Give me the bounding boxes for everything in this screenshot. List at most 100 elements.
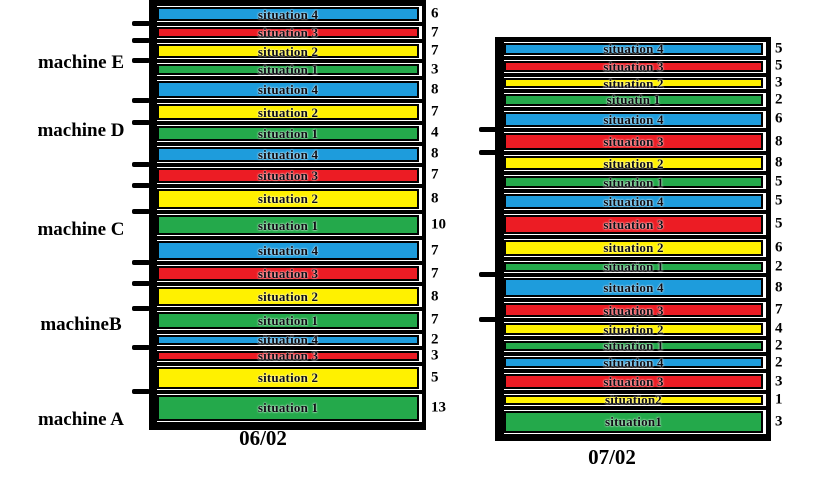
schedule-bar-row: situation 1 4 <box>132 119 439 142</box>
bar-label: situation 3 <box>603 134 664 149</box>
bar-label: situation1 <box>605 414 662 430</box>
bar-label: situation 2 <box>257 289 319 305</box>
duration-value: 1 <box>775 391 783 408</box>
schedule-bar-row: situatin 1 2 <box>504 92 783 107</box>
duration-value: 10 <box>431 216 446 233</box>
bar-separator <box>504 150 766 155</box>
bar-situation-3: situation 3 <box>504 60 763 73</box>
duration-value: 7 <box>431 265 439 282</box>
bar-situation-2: situation 2 <box>157 287 419 307</box>
schedule-column-06-02: situation 4 6 situation 3 7 situation 2 7 situ… <box>132 0 446 430</box>
duration-value: 4 <box>431 124 439 141</box>
bar-situation-4: situation 4 <box>504 355 763 371</box>
schedule-bar-row: situation 2 5 <box>157 366 439 390</box>
bar-situation-3: situation 3 <box>504 374 763 389</box>
bar-label: situation 4 <box>257 82 319 98</box>
bar-situation-1: situation 1 <box>504 338 763 354</box>
bar-label: situation 4 <box>603 193 664 209</box>
schedule-bar-row: situation 2 7 <box>132 38 439 59</box>
bar-situation-4: situation 4 <box>157 146 419 162</box>
bar-label: situation 4 <box>257 243 319 259</box>
duration-value: 8 <box>775 279 783 295</box>
duration-value: 5 <box>775 57 783 74</box>
bar-label: situation 3 <box>603 216 664 232</box>
bar-situation-3: situation 3 <box>157 167 419 183</box>
duration-value: 3 <box>775 74 783 91</box>
duration-value: 7 <box>431 311 439 328</box>
duration-value: 7 <box>431 242 439 259</box>
date-label-07-02: 07/02 <box>588 445 636 469</box>
bar-label: situation 2 <box>257 370 319 386</box>
duration-value: 2 <box>775 258 783 275</box>
tick-mark <box>132 388 150 394</box>
duration-value: 3 <box>775 413 783 430</box>
schedule-bar-row: situation 4 8 <box>157 80 439 99</box>
bar-label: situation 3 <box>257 25 319 41</box>
bar-label: situation2 <box>605 392 662 408</box>
bar-situation-1: situation 1 <box>157 63 419 76</box>
schedule-bar-row: situation 3 7 <box>132 21 439 41</box>
bar-separator <box>157 76 422 81</box>
duration-value: 6 <box>775 239 783 256</box>
schedule-bar-row: situation 4 2 <box>157 332 439 347</box>
bar-separator <box>157 99 422 104</box>
date-label-06-02: 06/02 <box>239 426 287 450</box>
bar-label: situation 1 <box>257 312 319 328</box>
duration-value: 5 <box>775 173 783 190</box>
bar-label: situation 4 <box>603 355 664 371</box>
bar-situation-2: situation 2 <box>504 240 763 256</box>
schedule-bar-row: situation 4 2 <box>504 355 783 371</box>
bar-label: situation 2 <box>603 155 664 171</box>
machine-label-machine-d: machine D <box>37 120 125 141</box>
tick-mark <box>132 161 150 167</box>
bar-situation-2: situation 2 <box>157 43 419 59</box>
bar-separator <box>157 120 422 125</box>
bar-label: situation 1 <box>257 125 319 141</box>
tick-mark <box>132 208 150 214</box>
schedule-bar-row: situation 4 8 <box>157 146 439 163</box>
bar-situation-2: situation 2 <box>504 77 763 90</box>
bar-separator <box>157 39 422 44</box>
schedule-column-07-02: situation 4 5 situation 3 5 situation 2 3 situ… <box>479 37 783 441</box>
bar-separator <box>504 55 766 60</box>
schedule-bar-row: situation1 3 <box>504 410 783 434</box>
schedule-bar-row: situation 3 7 <box>132 161 439 184</box>
duration-value: 3 <box>775 373 783 390</box>
duration-value: 2 <box>775 354 783 371</box>
bar-situation-3: situation 3 <box>157 349 419 362</box>
duration-value: 6 <box>775 110 783 127</box>
bar-separator <box>504 389 766 394</box>
bar-separator <box>157 59 422 64</box>
bar-situation-2: situation 2 <box>504 323 763 336</box>
bar-separator <box>157 329 422 334</box>
schedule-bar-row: situation 2 8 <box>132 182 439 210</box>
bar-separator <box>157 361 422 366</box>
tick-mark <box>132 344 150 350</box>
bar-separator <box>504 297 766 302</box>
bar-situation-1: situation 1 <box>157 312 419 329</box>
bar-situation-1: situation 1 <box>157 214 419 236</box>
bar-situation-3: situation 3 <box>504 214 763 235</box>
bar-label: situation 4 <box>257 6 319 22</box>
bar-separator <box>504 235 766 240</box>
bar-situation-1: situation 1 <box>157 125 419 141</box>
bar-label: situation 1 <box>257 217 319 233</box>
tick-mark <box>132 182 150 188</box>
duration-value: 5 <box>775 192 783 209</box>
bar-separator <box>157 22 422 27</box>
schedule-bar-row: situation 2 7 <box>132 98 439 120</box>
bar-label: situation 1 <box>603 338 664 354</box>
schedule-bar-row: situation 4 6 <box>157 6 439 22</box>
tick-mark <box>132 38 150 44</box>
bar-label: situation 2 <box>257 191 319 207</box>
bar-label: situation 2 <box>257 43 319 59</box>
bar-label: situation 2 <box>257 104 319 120</box>
bar-separator <box>157 183 422 188</box>
bar-separator <box>157 282 422 287</box>
bar-situation-4: situation 4 <box>157 6 419 22</box>
schedule-bar-row: situation 4 5 <box>504 41 783 56</box>
bar-label: situation 3 <box>257 266 319 282</box>
bar-separator <box>504 171 766 176</box>
schedule-bar-row: situation 3 7 <box>132 260 439 282</box>
duration-value: 2 <box>775 337 783 354</box>
